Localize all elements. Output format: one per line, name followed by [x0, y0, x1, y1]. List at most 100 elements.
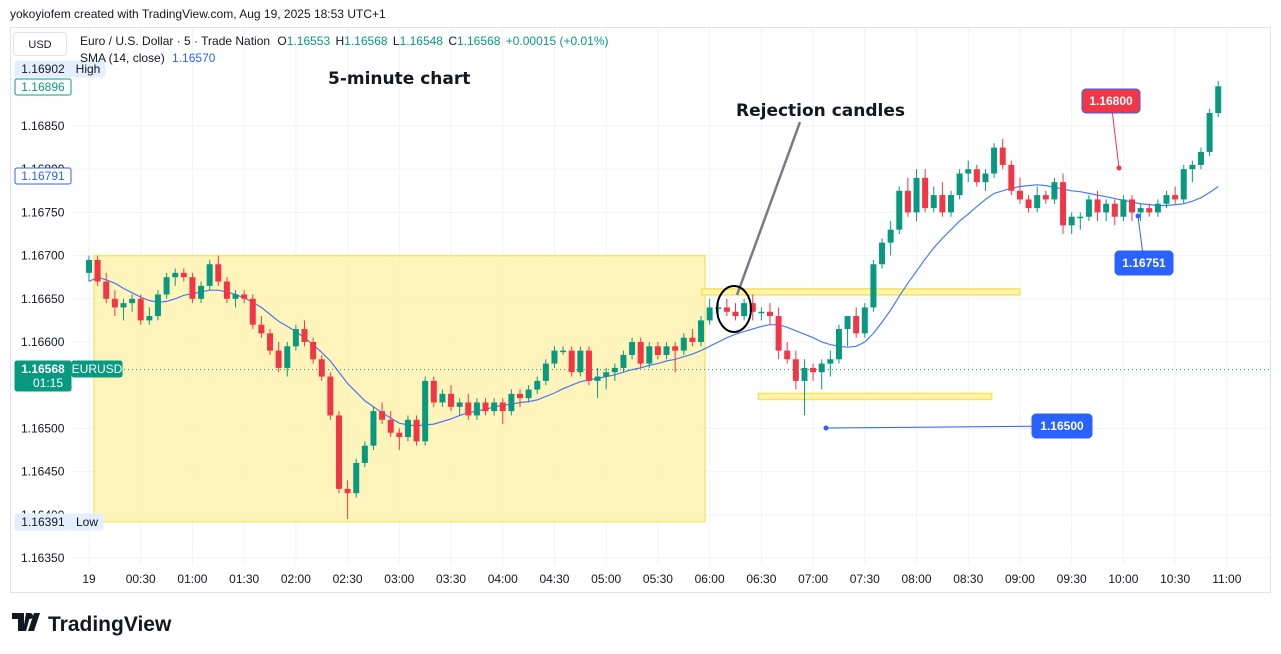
high-value: 1.16568	[344, 34, 388, 48]
x-tick-label: 19	[82, 572, 96, 586]
x-tick-label: 04:00	[488, 572, 518, 586]
candle-body	[801, 367, 808, 381]
candle-body	[594, 376, 601, 381]
candle-body	[1215, 86, 1222, 114]
indicator-legend[interactable]: SMA (14, close) 1.16570	[80, 51, 215, 65]
candle	[654, 342, 661, 360]
candle	[1180, 164, 1187, 204]
attribution: yokoyiofem created with TradingView.com,…	[10, 7, 386, 21]
blue-price-badge-text: 1.16791	[21, 169, 65, 183]
candle-body	[1111, 203, 1118, 217]
candle	[594, 367, 601, 399]
y-axis: 1.168501.168001.167501.167001.166501.166…	[21, 119, 65, 565]
x-tick-label: 10:00	[1108, 572, 1138, 586]
candle	[603, 367, 610, 390]
candle-body	[827, 359, 834, 364]
candle	[327, 372, 334, 420]
green-price-badge-text: 1.16896	[21, 80, 65, 94]
candle-body	[629, 342, 636, 355]
candle-body	[1068, 216, 1075, 226]
candles	[86, 81, 1222, 520]
low-text-badge-text: Low	[76, 515, 98, 529]
candle-body	[766, 311, 773, 317]
tradingview-brand[interactable]: TradingView	[12, 607, 171, 637]
support-zone	[757, 392, 993, 401]
candle-body	[111, 298, 118, 308]
candle-body	[844, 316, 851, 330]
x-tick-label: 03:00	[384, 572, 414, 586]
y-tick-label: 1.16600	[21, 335, 65, 349]
candle-body	[1197, 151, 1204, 165]
annotations: 5-minute chart Rejection candles 1.16800 1.…	[328, 69, 1174, 439]
candle	[473, 398, 480, 420]
callout-mid-anchor	[1135, 213, 1141, 219]
candle-body	[758, 311, 765, 314]
candle-body	[1051, 182, 1058, 200]
candle-body	[706, 307, 713, 321]
rejection-circle	[716, 285, 752, 333]
candle	[465, 393, 472, 420]
candle	[396, 428, 403, 450]
candle-body	[585, 350, 592, 381]
y-tick-label: 1.16350	[21, 551, 65, 565]
candle	[775, 307, 782, 360]
candle-body	[335, 415, 342, 489]
candle-body	[973, 169, 980, 183]
candle	[1129, 195, 1136, 222]
blue-price-badge-box	[14, 167, 72, 185]
candle	[1016, 177, 1023, 204]
candle-body	[1120, 199, 1127, 217]
candle-body	[94, 259, 101, 282]
candle-body	[379, 411, 386, 420]
candle	[1137, 203, 1144, 222]
candle-body	[129, 298, 136, 304]
sma-line	[88, 184, 1219, 427]
candle-body	[439, 393, 446, 403]
y-tick-label: 1.16450	[21, 465, 65, 479]
resistance-zone	[700, 288, 1021, 296]
candle-body	[930, 195, 937, 209]
candle	[965, 160, 972, 183]
candle	[723, 298, 730, 317]
candle-body	[396, 432, 403, 438]
candle	[749, 294, 756, 321]
chart-frame	[10, 27, 1271, 593]
candle-body	[1077, 216, 1084, 219]
candle-body	[422, 380, 429, 442]
candle-body	[1034, 195, 1041, 209]
candle-body	[948, 195, 954, 213]
candle	[611, 363, 618, 381]
candle	[86, 255, 92, 282]
candle-body	[275, 350, 282, 368]
indicator-name: SMA (14, close)	[80, 51, 165, 65]
candle	[370, 406, 377, 450]
candle	[784, 342, 791, 364]
candle-body	[1129, 199, 1136, 213]
candle	[292, 324, 299, 351]
candle-body	[258, 324, 265, 334]
candle-body	[698, 320, 705, 342]
candle	[551, 346, 558, 368]
candle-body	[560, 350, 567, 353]
y-tick-label: 1.16850	[21, 119, 65, 133]
candle	[560, 346, 567, 355]
currency-selector[interactable]: USD	[13, 32, 67, 56]
x-axis: 19 00:30 01:00 01:30 02:00 02:30 03:00 03:30 04:…	[82, 572, 1241, 586]
high-price-badge-text: 1.16902	[21, 62, 65, 76]
candle	[879, 238, 886, 269]
candle-body	[206, 264, 213, 286]
candle	[361, 441, 368, 468]
candle-body	[611, 367, 618, 373]
candle	[456, 398, 463, 416]
candle	[801, 359, 808, 416]
candle-body	[1206, 113, 1213, 152]
candle-body	[861, 307, 868, 334]
candle-body	[534, 380, 541, 390]
candle	[577, 346, 584, 377]
rejection-label: Rejection candles	[736, 101, 905, 121]
candle	[534, 376, 541, 394]
x-tick-label: 03:30	[436, 572, 466, 586]
candle	[999, 138, 1006, 170]
ohlc-legend: Euro / U.S. Dollar · 5 · Trade Nation O1…	[80, 34, 608, 48]
